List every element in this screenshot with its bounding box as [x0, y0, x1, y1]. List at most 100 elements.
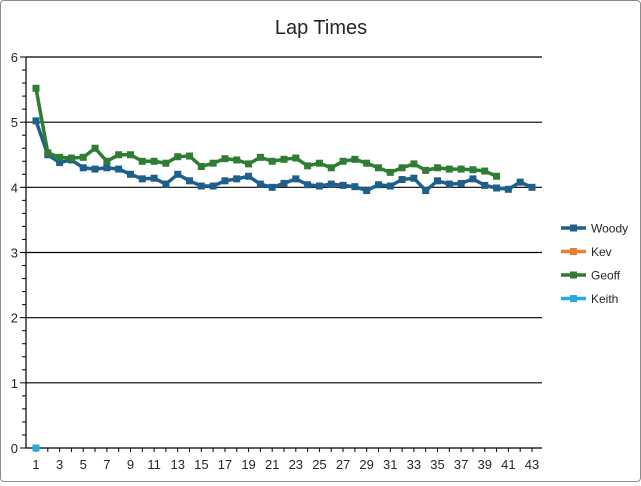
data-point — [339, 181, 347, 189]
data-point — [138, 157, 146, 165]
x-tick-label: 19 — [241, 457, 255, 472]
data-point — [410, 174, 418, 182]
data-point — [304, 181, 312, 189]
data-point — [457, 165, 465, 173]
x-tick-label: 7 — [103, 457, 110, 472]
data-point — [493, 172, 501, 180]
legend-label: Kev — [591, 245, 612, 259]
data-point — [422, 187, 430, 195]
series-layer — [32, 84, 536, 452]
data-point — [197, 182, 205, 190]
y-tick-label: 1 — [11, 376, 18, 391]
x-tick-label: 35 — [430, 457, 444, 472]
y-tick-label: 4 — [11, 180, 18, 195]
data-point — [363, 159, 371, 167]
data-point — [398, 176, 406, 184]
data-point — [339, 157, 347, 165]
x-tick-label: 23 — [289, 457, 303, 472]
data-point — [233, 175, 241, 183]
data-point — [327, 164, 335, 172]
data-point — [115, 151, 123, 159]
data-point — [516, 178, 524, 186]
x-tick-label: 31 — [383, 457, 397, 472]
data-point — [56, 153, 64, 161]
x-tick-label: 43 — [525, 457, 539, 472]
x-tick-label: 25 — [312, 457, 326, 472]
data-point — [469, 166, 477, 174]
data-point — [292, 175, 300, 183]
data-point — [56, 159, 64, 167]
data-point — [422, 166, 430, 174]
data-point — [410, 160, 418, 168]
data-point — [434, 177, 442, 185]
data-point — [174, 153, 182, 161]
legend-label: Woody — [591, 222, 628, 236]
data-point — [67, 154, 75, 162]
legend-marker — [570, 295, 577, 302]
data-point — [292, 154, 300, 162]
data-point — [186, 177, 194, 185]
data-point — [280, 155, 288, 163]
data-point — [126, 151, 134, 159]
data-point — [528, 183, 536, 191]
data-point — [174, 170, 182, 178]
x-tick-label: 3 — [56, 457, 63, 472]
x-tick-label: 33 — [407, 457, 421, 472]
legend-item-keith: Keith — [561, 292, 618, 306]
data-point — [386, 182, 394, 190]
data-point — [150, 174, 158, 182]
data-point — [103, 164, 111, 172]
x-tick-label: 27 — [336, 457, 350, 472]
data-point — [32, 84, 40, 92]
y-tick-label: 5 — [11, 115, 18, 130]
data-point — [103, 157, 111, 165]
data-point — [268, 157, 276, 165]
data-point — [138, 175, 146, 183]
data-point — [221, 177, 229, 185]
series-line — [34, 87, 498, 178]
gridlines — [26, 56, 542, 384]
legend-label: Keith — [591, 292, 618, 306]
data-point — [304, 162, 312, 170]
data-point — [315, 159, 323, 167]
y-tick-label: 2 — [11, 311, 18, 326]
data-point — [386, 168, 394, 176]
data-point — [91, 165, 99, 173]
x-tick-label: 17 — [218, 457, 232, 472]
data-point — [256, 180, 264, 188]
data-point — [493, 184, 501, 192]
x-tick-label: 39 — [478, 457, 492, 472]
data-point — [256, 153, 264, 161]
x-tick-label: 37 — [454, 457, 468, 472]
data-point — [445, 165, 453, 173]
data-point — [186, 152, 194, 160]
x-tick-label: 41 — [501, 457, 515, 472]
x-tick-label: 9 — [127, 457, 134, 472]
legend: Woody Kev Geoff Keith — [561, 222, 628, 306]
data-point — [481, 167, 489, 175]
data-point — [280, 179, 288, 187]
x-tick-label: 5 — [80, 457, 87, 472]
data-point — [398, 164, 406, 172]
data-point — [457, 179, 465, 187]
x-tick-label: 21 — [265, 457, 279, 472]
series-geoff — [32, 84, 501, 180]
data-point — [445, 180, 453, 188]
data-point — [245, 172, 253, 180]
data-point — [245, 160, 253, 168]
data-point — [115, 165, 123, 173]
x-tick-label: 13 — [170, 457, 184, 472]
y-tick-label: 3 — [11, 246, 18, 261]
data-point — [268, 183, 276, 191]
x-tick-label: 15 — [194, 457, 208, 472]
data-point — [469, 175, 477, 183]
data-point — [32, 444, 40, 452]
data-point — [327, 180, 335, 188]
series-woody — [32, 117, 536, 195]
data-point — [79, 164, 87, 172]
data-point — [434, 164, 442, 172]
legend-item-woody: Woody — [561, 222, 628, 236]
data-point — [44, 149, 52, 157]
